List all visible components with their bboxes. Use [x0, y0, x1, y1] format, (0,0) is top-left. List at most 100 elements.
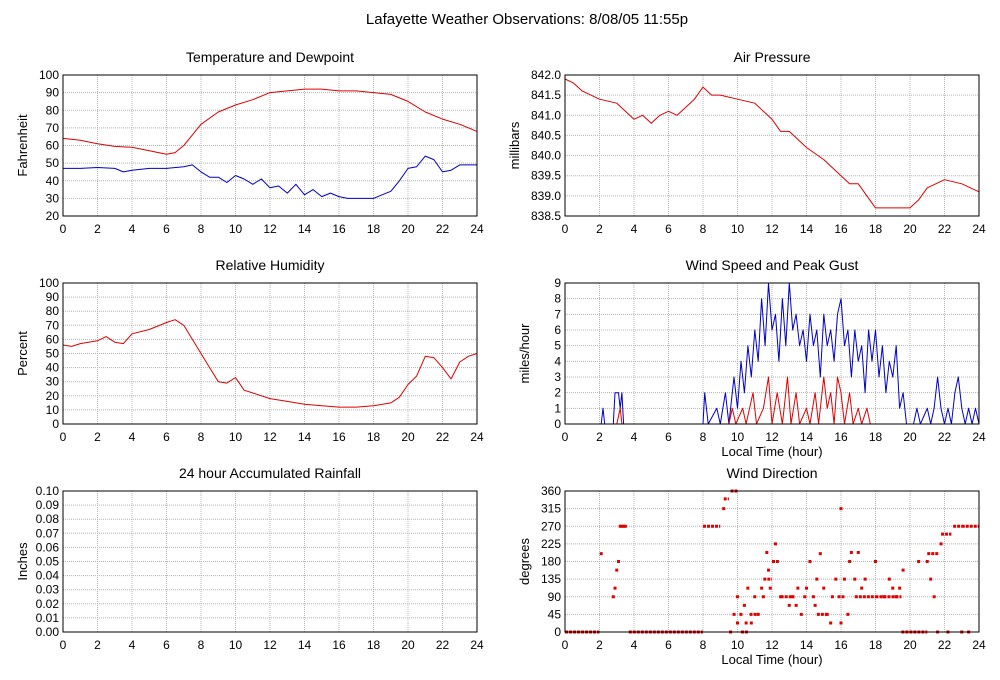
x-tick-label: 2: [596, 638, 603, 652]
x-tick-label: 24: [972, 638, 986, 652]
direction-point: [874, 560, 877, 563]
x-tick-label: 18: [367, 222, 381, 236]
y-tick-label: 3: [554, 370, 561, 384]
direction-point: [829, 621, 833, 625]
x-tick-label: 14: [800, 430, 814, 444]
direction-point: [846, 612, 850, 616]
x-tick-label: 10: [731, 222, 745, 236]
y-tick-label: 315: [541, 502, 561, 516]
x-tick-label: 8: [198, 222, 205, 236]
plot-frame: [62, 282, 478, 425]
x-tick-label: 24: [470, 430, 484, 444]
direction-point: [830, 595, 834, 599]
direction-point: [613, 586, 617, 590]
y-tick-label: 0.08: [36, 512, 60, 526]
direction-point: [756, 612, 760, 616]
x-tick-label: 6: [665, 430, 672, 444]
x-tick-label: 4: [631, 430, 638, 444]
y-tick-label: 0.01: [36, 611, 60, 625]
direction-point: [618, 524, 622, 528]
x-tick-label: 0: [60, 430, 67, 444]
direction-point: [811, 595, 815, 599]
x-tick-label: 4: [129, 222, 136, 236]
x-axis-title: Local Time (hour): [721, 652, 822, 667]
y-tick-label: 839.5: [531, 169, 561, 183]
plot-frame: [564, 74, 980, 217]
direction-point: [736, 621, 739, 625]
y-tick-label: 40: [46, 174, 60, 188]
direction-point: [815, 577, 819, 581]
page-title: Lafayette Weather Observations: 8/08/05 …: [366, 11, 688, 28]
y-tick-label: 45: [548, 607, 562, 621]
chart-title: Wind Speed and Peak Gust: [686, 257, 859, 273]
direction-point: [623, 524, 627, 528]
y-tick-label: 270: [541, 519, 561, 533]
y-tick-label: 90: [46, 86, 60, 100]
y-tick-label: 842.0: [531, 68, 561, 82]
chart-title: Air Pressure: [733, 49, 810, 65]
y-tick-label: 841.5: [531, 88, 561, 102]
x-tick-label: 10: [229, 638, 243, 652]
direction-point: [929, 577, 933, 581]
direction-point: [842, 577, 846, 581]
direction-point: [722, 507, 726, 511]
y-tick-label: 0.05: [36, 555, 60, 569]
y-tick-label: 80: [46, 103, 60, 117]
x-tick-label: 8: [700, 430, 707, 444]
y-axis-title: Inches: [15, 542, 30, 581]
direction-point: [860, 586, 864, 590]
direction-point: [825, 612, 829, 616]
x-tick-label: 16: [834, 222, 848, 236]
y-tick-label: 80: [46, 304, 60, 318]
x-tick-label: 24: [470, 638, 484, 652]
y-tick-label: 0: [52, 417, 59, 431]
y-tick-label: 2: [554, 386, 561, 400]
y-tick-label: 90: [548, 590, 562, 604]
direction-point: [805, 586, 808, 590]
y-tick-label: 0: [554, 625, 561, 639]
y-tick-label: 841.0: [531, 108, 561, 122]
direction-point: [925, 560, 929, 563]
y-tick-label: 135: [541, 572, 561, 586]
series-line-wind-0: [565, 282, 980, 425]
direction-point: [616, 560, 620, 563]
x-tick-label: 12: [765, 430, 779, 444]
x-tick-label: 2: [94, 638, 101, 652]
y-tick-label: 360: [541, 484, 561, 498]
x-tick-label: 6: [163, 430, 170, 444]
direction-point: [856, 550, 860, 554]
direction-point: [768, 586, 772, 590]
y-tick-label: 4: [554, 354, 561, 368]
y-tick-label: 839.0: [531, 189, 561, 203]
direction-point: [863, 577, 867, 581]
x-tick-label: 24: [470, 222, 484, 236]
direction-point: [796, 586, 800, 590]
chart-title: 24 hour Accumulated Rainfall: [179, 465, 361, 481]
plot-frame: [564, 490, 980, 633]
direction-point: [882, 595, 886, 599]
y-tick-label: 838.5: [531, 209, 561, 223]
x-tick-label: 6: [665, 222, 672, 236]
x-tick-label: 2: [596, 430, 603, 444]
x-tick-label: 20: [401, 638, 415, 652]
x-tick-label: 10: [731, 430, 745, 444]
x-tick-label: 14: [800, 222, 814, 236]
direction-point: [939, 542, 943, 546]
x-tick-label: 2: [94, 222, 101, 236]
y-tick-label: 70: [46, 318, 60, 332]
x-tick-label: 22: [436, 430, 450, 444]
x-tick-label: 22: [938, 430, 952, 444]
x-tick-label: 12: [263, 638, 277, 652]
y-tick-label: 60: [46, 139, 60, 153]
x-tick-label: 14: [298, 430, 312, 444]
direction-point: [620, 524, 624, 528]
y-tick-label: 0.00: [36, 625, 60, 639]
plot-frame: [62, 490, 478, 633]
series-line-temp-1: [63, 155, 477, 199]
direction-point: [839, 507, 843, 511]
x-tick-label: 16: [834, 430, 848, 444]
x-tick-label: 12: [765, 638, 779, 652]
